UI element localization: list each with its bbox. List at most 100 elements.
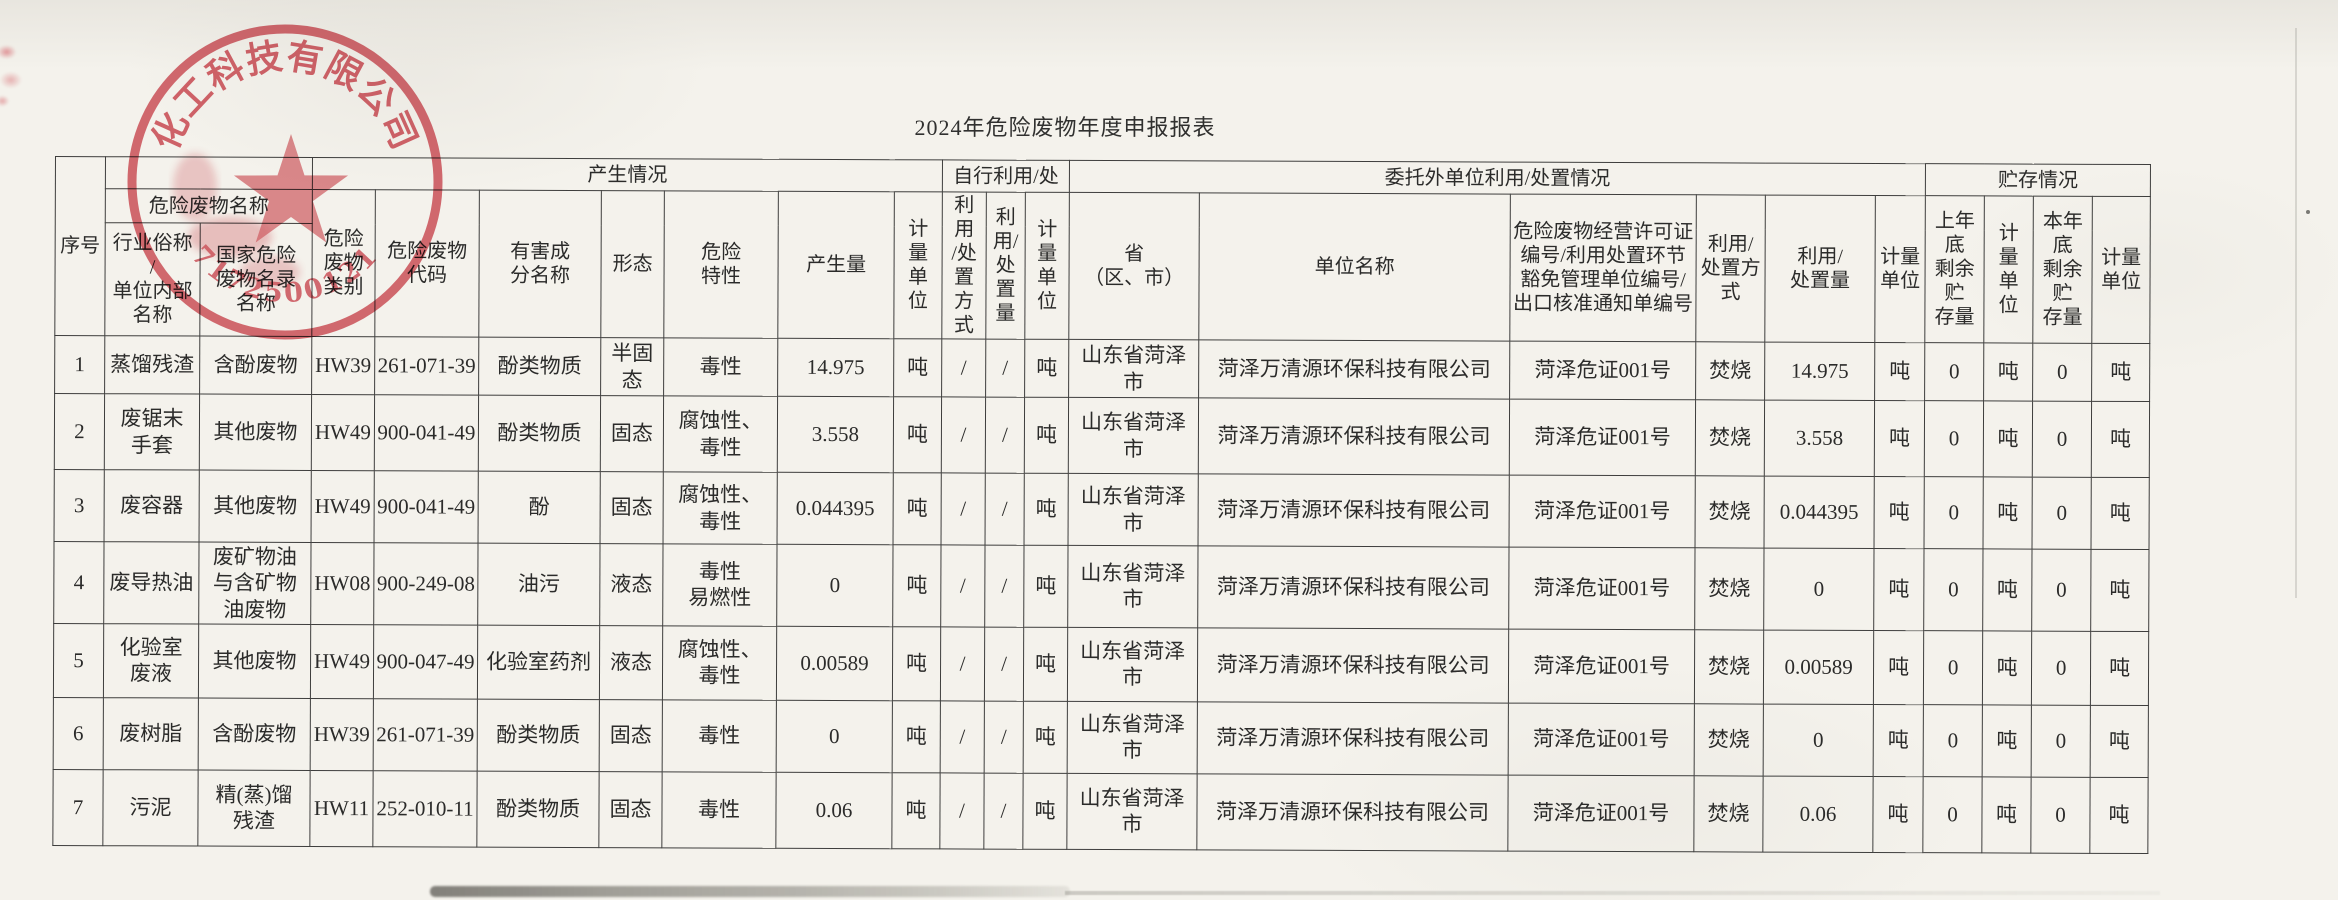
table-cell: 菏泽万清源环保科技有限公司	[1198, 397, 1510, 476]
table-cell: 0	[1923, 630, 1983, 705]
table-cell: 0	[2031, 630, 2091, 706]
table-cell: 吨	[2091, 401, 2150, 478]
table-cell: 吨	[2091, 343, 2150, 402]
table-cell: 吨	[1024, 473, 1069, 546]
table-cell: 菏泽万清源环保科技有限公司	[1196, 773, 1509, 851]
table-cell: 0	[2032, 401, 2092, 478]
table-cell: 0.044395	[1764, 476, 1875, 549]
col-header-code: 危险废物 代码	[374, 189, 480, 338]
table-cell: 污泥	[102, 769, 199, 846]
table-cell: 焚烧	[1695, 341, 1765, 401]
table-cell: 0.06	[1762, 775, 1874, 853]
col-header-serial: 序号	[54, 156, 106, 336]
table-cell: 菏泽危证001号	[1508, 547, 1696, 630]
table-cell: 0	[1923, 704, 1983, 777]
scan-line-artifact	[2295, 28, 2297, 598]
table-cell: 菏泽万清源环保科技有限公司	[1198, 473, 1510, 548]
table-cell: 菏泽危证001号	[1508, 628, 1695, 704]
table-cell: 菏泽危证001号	[1508, 702, 1695, 776]
col-header-national-name: 国家危险 废物名录 名称	[199, 223, 313, 337]
table-cell: HW49	[311, 394, 375, 471]
table-cell: HW08	[310, 542, 375, 625]
table-cell: 油污	[477, 543, 601, 626]
table-cell: 0	[2032, 343, 2092, 402]
table-cell: 261-071-39	[374, 336, 479, 396]
table-cell: /	[939, 772, 985, 849]
page-title: 2024年危险废物年度申报报表	[914, 115, 1216, 140]
table-cell: 900-249-08	[373, 542, 479, 625]
table-cell: /	[940, 544, 986, 627]
table-cell: 山东省菏泽市	[1067, 545, 1199, 628]
col-header-lastyear-storage: 上年 底 剩余 贮 存量	[1924, 195, 1985, 343]
table-cell: 固态	[600, 471, 664, 544]
table-cell: 吨	[1873, 630, 1924, 705]
table-cell: /	[940, 626, 985, 701]
table-cell: 0	[1924, 476, 1984, 549]
band-entrusted: 委托外单位利用/处置情况	[1069, 160, 1926, 196]
table-cell: 焚烧	[1694, 703, 1764, 776]
table-cell: 吨	[893, 338, 942, 397]
table-cell: 吨	[1874, 342, 1925, 401]
table-cell: 其他废物	[199, 470, 312, 543]
table-cell: /	[984, 626, 1024, 701]
table-cell: HW49	[311, 470, 375, 543]
band-production: 产生情况	[312, 157, 943, 192]
table-cell: 固态	[598, 771, 663, 848]
table-cell: 菏泽万清源环保科技有限公司	[1197, 627, 1509, 703]
table-cell: /	[941, 396, 986, 474]
table-cell: 焚烧	[1693, 775, 1764, 852]
table-row: 5 化验室 废液 其他废物 HW49 900-047-49 化验室药剂 液态 腐蚀性、 毒性 0…	[53, 623, 2149, 706]
col-header-self-method: 利用 /处 置 方式	[941, 191, 987, 340]
table-row: 1 蒸馏残渣 含酚废物 HW39 261-071-39 酚类物质 半固态 毒性 14.975 吨 /…	[54, 335, 2150, 402]
table-cell: /	[983, 772, 1024, 849]
table-cell: 菏泽危证001号	[1509, 475, 1696, 548]
table-cell: HW49	[310, 624, 374, 699]
table-row: 6 废树脂 含酚废物 HW39 261-071-39 酚类物质 固态 毒性 0 吨 / / 吨山东省菏泽…	[53, 697, 2149, 778]
table-cell: 吨	[892, 544, 942, 627]
table-cell: 吨	[893, 472, 942, 545]
table-cell: 废树脂	[103, 697, 199, 770]
table-cell: 液态	[599, 625, 663, 700]
table-cell: 吨	[1873, 704, 1924, 777]
table-cell: 腐蚀性、 毒性	[662, 625, 777, 701]
table-cell: 261-071-39	[373, 698, 478, 771]
table-cell: 7	[52, 769, 104, 846]
table-cell: 3.558	[1764, 400, 1875, 477]
col-header-ent-method: 利用/ 处置方 式	[1695, 194, 1766, 343]
table-cell: 吨	[1983, 476, 2033, 550]
table-cell: 吨	[2089, 777, 2149, 854]
col-header-unit-name: 单位名称	[1198, 192, 1511, 342]
table-cell: 2	[54, 393, 105, 470]
col-header-ent-amount: 利用/ 处置量	[1764, 195, 1876, 343]
table-cell: 酚类物质	[478, 395, 601, 472]
table-cell: 吨	[1873, 548, 1925, 631]
table-cell: HW11	[309, 770, 374, 847]
table-cell: 山东省菏泽市	[1068, 339, 1199, 398]
table-cell: 焚烧	[1694, 547, 1765, 630]
table-cell: 吨	[891, 772, 941, 849]
table-cell: 252-010-11	[372, 770, 478, 847]
table-cell: 化验室药剂	[477, 624, 600, 700]
table-cell: 焚烧	[1695, 399, 1765, 477]
report-table: 序号 产生情况 自行利用/处 委托外单位利用/处置情况 贮存情况 危险废物名称 …	[52, 156, 2151, 854]
table-cell: 固态	[600, 395, 664, 472]
table-cell: 焚烧	[1694, 629, 1764, 704]
table-cell: 吨	[1983, 400, 2033, 478]
table-cell: 6	[53, 697, 104, 770]
table-cell: 0	[2032, 477, 2092, 550]
table-cell: 固态	[599, 699, 663, 772]
table-cell: 0.00589	[1763, 629, 1874, 705]
table-cell: 吨	[1982, 630, 2032, 705]
table-cell: /	[984, 700, 1024, 773]
table-cell: 吨	[1982, 704, 2032, 777]
table-cell: 酚	[478, 471, 601, 544]
table-cell: 其他废物	[198, 623, 311, 699]
table-cell: 0	[1763, 548, 1875, 631]
table-cell: 山东省菏泽市	[1067, 627, 1198, 702]
table-cell: /	[985, 339, 1025, 398]
table-cell: 毒性	[662, 699, 777, 773]
corner-ink-smudge	[0, 38, 36, 108]
table-cell: 吨	[893, 396, 942, 473]
table-cell: 山东省菏泽市	[1066, 773, 1198, 850]
col-header-self-amount: 利用/ 处 置 量	[985, 192, 1026, 340]
